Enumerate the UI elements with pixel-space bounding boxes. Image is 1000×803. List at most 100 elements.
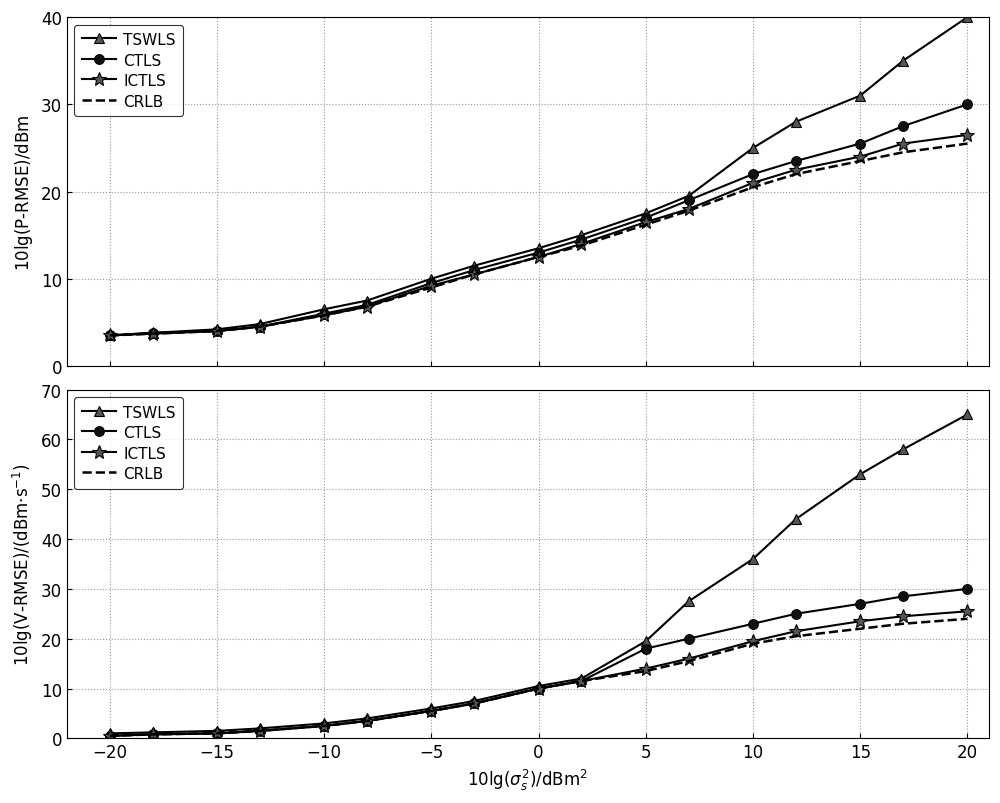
ICTLS (790, 165, 802, 175)
Line: CRLB: CRLB (110, 145, 967, 336)
Legend: TSWLS, CTLS, ICTLS, CRLB: TSWLS, CTLS, ICTLS, CRLB (74, 397, 183, 489)
CRLB (104, 732, 116, 741)
CTLS (897, 122, 909, 132)
CTLS (683, 196, 695, 206)
CRLB (854, 624, 866, 634)
CTLS (147, 730, 159, 740)
CRLB (468, 699, 480, 708)
CTLS (640, 214, 652, 223)
TSWLS (575, 231, 587, 241)
ICTLS (211, 728, 223, 738)
TSWLS (147, 728, 159, 737)
ICTLS (533, 253, 545, 263)
CRLB (747, 183, 759, 193)
CTLS (254, 726, 266, 736)
CTLS (211, 327, 223, 336)
ICTLS (318, 312, 330, 321)
CTLS (790, 157, 802, 167)
TSWLS (897, 57, 909, 67)
Line: TSWLS: TSWLS (105, 410, 972, 738)
CRLB (211, 327, 223, 336)
ICTLS (747, 637, 759, 646)
CTLS (254, 323, 266, 332)
ICTLS (897, 140, 909, 149)
CTLS (854, 140, 866, 149)
CRLB (425, 707, 437, 716)
TSWLS (747, 144, 759, 153)
ICTLS (147, 329, 159, 339)
CRLB (468, 271, 480, 280)
ICTLS (361, 716, 373, 726)
TSWLS (897, 445, 909, 454)
TSWLS (211, 325, 223, 335)
CRLB (575, 242, 587, 251)
CRLB (961, 614, 973, 624)
TSWLS (254, 320, 266, 329)
TSWLS (854, 470, 866, 479)
TSWLS (790, 515, 802, 524)
CTLS (533, 684, 545, 694)
CRLB (640, 666, 652, 676)
ICTLS (575, 240, 587, 250)
ICTLS (254, 323, 266, 332)
CRLB (790, 170, 802, 180)
CTLS (211, 728, 223, 738)
CRLB (640, 221, 652, 230)
CRLB (425, 283, 437, 293)
CTLS (640, 644, 652, 654)
TSWLS (961, 410, 973, 420)
CTLS (533, 248, 545, 258)
Line: TSWLS: TSWLS (105, 13, 972, 341)
CRLB (897, 149, 909, 158)
Line: ICTLS: ICTLS (103, 128, 974, 343)
ICTLS (104, 331, 116, 340)
CRLB (147, 329, 159, 339)
ICTLS (575, 676, 587, 686)
ICTLS (961, 131, 973, 141)
CTLS (468, 699, 480, 708)
ICTLS (854, 153, 866, 162)
CRLB (897, 619, 909, 629)
TSWLS (683, 597, 695, 606)
ICTLS (854, 617, 866, 626)
CRLB (254, 726, 266, 736)
CTLS (897, 592, 909, 601)
Line: ICTLS: ICTLS (103, 605, 974, 743)
Legend: TSWLS, CTLS, ICTLS, CRLB: TSWLS, CTLS, ICTLS, CRLB (74, 26, 183, 117)
CRLB (361, 716, 373, 726)
X-axis label: $10\mathrm{lg}(\sigma_s^2)$/dBm$^2$: $10\mathrm{lg}(\sigma_s^2)$/dBm$^2$ (467, 767, 588, 792)
ICTLS (683, 205, 695, 214)
Line: CTLS: CTLS (105, 585, 972, 741)
CTLS (147, 328, 159, 338)
CRLB (361, 303, 373, 312)
TSWLS (468, 696, 480, 706)
CRLB (318, 312, 330, 321)
ICTLS (533, 684, 545, 694)
CRLB (747, 639, 759, 649)
TSWLS (104, 331, 116, 340)
Y-axis label: $10\mathrm{lg}$(P-RMSE)/dBm: $10\mathrm{lg}$(P-RMSE)/dBm (13, 114, 35, 271)
CRLB (211, 728, 223, 738)
ICTLS (361, 303, 373, 312)
CTLS (790, 609, 802, 619)
ICTLS (254, 726, 266, 736)
ICTLS (318, 721, 330, 731)
CRLB (683, 657, 695, 666)
CTLS (683, 634, 695, 644)
CRLB (790, 632, 802, 642)
CTLS (425, 707, 437, 716)
ICTLS (468, 271, 480, 280)
ICTLS (425, 707, 437, 716)
TSWLS (147, 328, 159, 338)
TSWLS (747, 554, 759, 564)
ICTLS (468, 699, 480, 708)
TSWLS (854, 92, 866, 101)
ICTLS (790, 626, 802, 636)
TSWLS (683, 192, 695, 202)
ICTLS (747, 179, 759, 189)
TSWLS (575, 674, 587, 683)
ICTLS (425, 282, 437, 291)
CRLB (961, 140, 973, 149)
TSWLS (361, 296, 373, 306)
ICTLS (147, 730, 159, 740)
